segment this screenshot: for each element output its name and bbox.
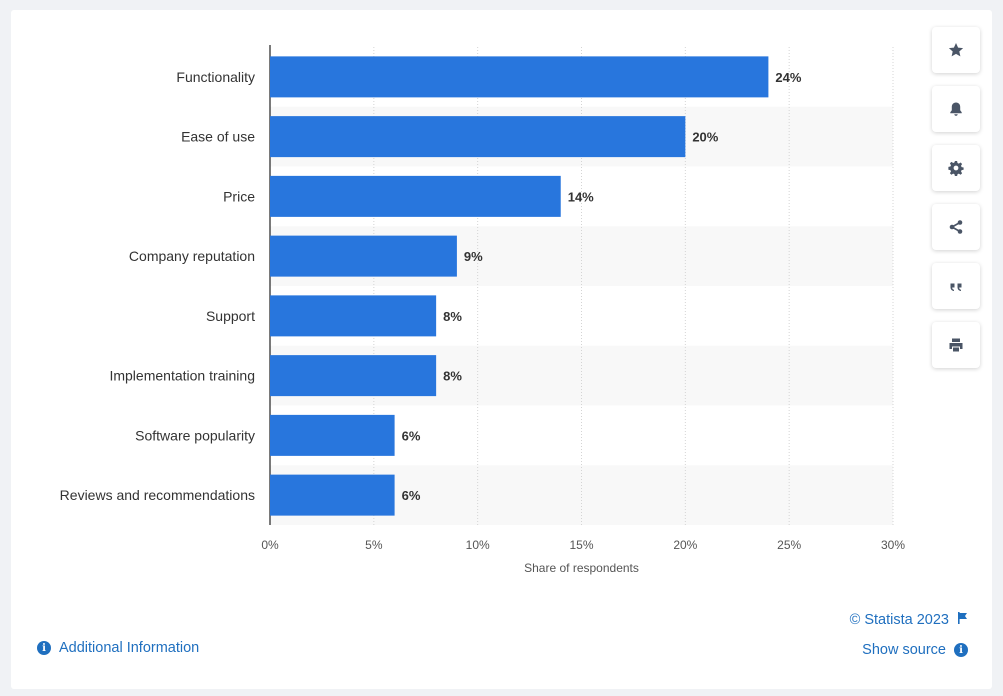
print-icon [949,338,963,352]
bar-chart: 24% Functionality 20% Ease of use 14% Price 9%… [60,45,905,575]
bar [270,175,561,217]
bar [270,235,457,277]
share-button[interactable] [932,204,980,250]
bar-value-label: 6% [402,488,421,503]
x-tick-label: 25% [777,538,801,552]
settings-button[interactable] [932,145,980,191]
gear-icon [948,161,964,176]
bar-value-label: 9% [464,249,483,264]
show-source-link[interactable]: Show source i [862,642,968,658]
info-icon: i [954,643,968,657]
bar-value-label: 24% [775,70,801,85]
bar [270,116,686,158]
bar [270,56,769,98]
additional-information-label: Additional Information [59,640,200,656]
category-label: Ease of use [181,129,255,145]
x-tick-label: 20% [673,538,697,552]
favorite-button[interactable] [932,27,980,73]
star-icon [948,43,964,57]
category-label: Software popularity [135,427,255,443]
share-icon [949,220,963,234]
category-label: Reviews and recommendations [60,487,255,503]
bell-icon [950,102,962,116]
copyright-label: © Statista 2023 [849,612,949,628]
bar-value-label: 6% [402,428,421,443]
bar [270,414,395,456]
x-tick-label: 5% [365,538,383,552]
category-label: Price [223,188,255,204]
quote-icon [950,283,962,291]
x-axis-label: Share of respondents [524,561,639,575]
info-icon: i [37,641,51,655]
additional-information-link[interactable]: i Additional Information [37,640,199,656]
bar-value-label: 20% [692,130,718,145]
bar-value-label: 8% [443,369,462,384]
category-label: Implementation training [109,368,255,384]
notification-button[interactable] [932,86,980,132]
x-tick-label: 15% [569,538,593,552]
x-tick-label: 10% [466,538,490,552]
print-button[interactable] [932,322,980,368]
bar [270,295,437,337]
category-label: Functionality [176,69,255,85]
x-tick-label: 0% [261,538,279,552]
bar [270,355,437,397]
category-label: Company reputation [129,248,255,264]
category-label: Support [206,308,255,324]
chart-card: 24% Functionality 20% Ease of use 14% Price 9%… [11,10,992,689]
bar-value-label: 14% [568,189,594,204]
chart-toolbar [932,27,980,381]
cite-button[interactable] [932,263,980,309]
show-source-label: Show source [862,642,946,658]
bar [270,474,395,516]
bar-value-label: 8% [443,309,462,324]
flag-icon [957,612,968,628]
x-tick-label: 30% [881,538,905,552]
statista-copyright[interactable]: © Statista 2023 [850,612,968,628]
